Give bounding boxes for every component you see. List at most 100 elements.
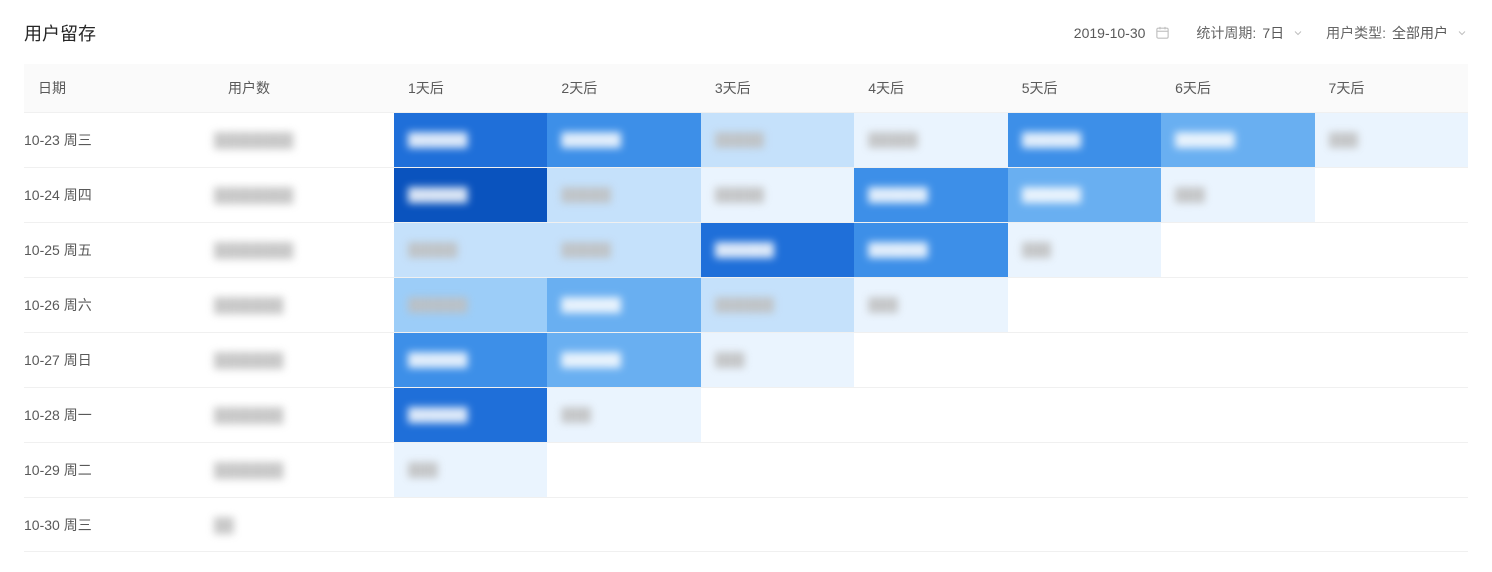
column-header: 6天后 [1161, 64, 1314, 113]
metric-value: ██████ [561, 297, 621, 313]
metric-cell [701, 443, 854, 498]
metric-cell: █████ [701, 168, 854, 223]
metric-value: ███ [1175, 187, 1205, 203]
metric-cell [547, 498, 700, 552]
metric-cell [854, 443, 1007, 498]
metric-cell: ███ [547, 388, 700, 443]
metric-cell [1008, 333, 1161, 388]
metric-value: ██████ [1022, 132, 1082, 148]
metric-cell: █████ [547, 168, 700, 223]
table-body: 10-23 周三████████████████████████████████… [24, 113, 1468, 552]
metric-cell: ██████ [394, 168, 547, 223]
metric-cell [1161, 443, 1314, 498]
date-cell: 10-23 周三 [24, 113, 214, 168]
metric-cell: ██████ [547, 278, 700, 333]
metric-cell: █████ [394, 223, 547, 278]
table-row: 10-29 周二██████████ [24, 443, 1468, 498]
table-row: 10-23 周三████████████████████████████████… [24, 113, 1468, 168]
metric-cell [854, 388, 1007, 443]
users-cell: ███████ [214, 388, 394, 443]
metric-value: █████ [868, 132, 918, 148]
column-header: 用户数 [214, 64, 394, 113]
metric-cell [1315, 333, 1468, 388]
metric-cell: █████ [547, 223, 700, 278]
metric-value: ███ [715, 352, 745, 368]
metric-cell: ██████ [394, 388, 547, 443]
table-row: 10-27 周日██████████████████████ [24, 333, 1468, 388]
metric-cell: ███ [1315, 113, 1468, 168]
users-cell: ███████ [214, 443, 394, 498]
date-picker[interactable]: 2019-10-30 [1070, 23, 1175, 44]
metric-value: ██████ [408, 407, 468, 423]
metric-cell [1161, 278, 1314, 333]
metric-value: ██████ [868, 242, 928, 258]
metric-cell: ██████ [701, 223, 854, 278]
column-header: 5天后 [1008, 64, 1161, 113]
users-cell: ██ [214, 498, 394, 552]
metric-value: █████ [715, 132, 765, 148]
table-row: 10-24 周四████████████████████████████████… [24, 168, 1468, 223]
metric-cell [394, 498, 547, 552]
users-value: ███████ [214, 352, 283, 368]
metric-cell [1315, 278, 1468, 333]
metric-cell: ███ [701, 333, 854, 388]
metric-cell: ███ [1008, 223, 1161, 278]
users-value: ████████ [214, 132, 293, 148]
metric-cell [1161, 223, 1314, 278]
metric-cell [1008, 388, 1161, 443]
column-header: 日期 [24, 64, 214, 113]
metric-value: ██████ [408, 352, 468, 368]
metric-cell: ███ [854, 278, 1007, 333]
metric-value: ███ [561, 407, 591, 423]
metric-cell [854, 498, 1007, 552]
metric-value: █████ [561, 187, 611, 203]
metric-cell [701, 388, 854, 443]
users-value: ███████ [214, 297, 283, 313]
users-cell: ████████ [214, 113, 394, 168]
metric-value: ███ [1022, 242, 1052, 258]
page-header: 用户留存 2019-10-30 统计周期: 7日 [24, 20, 1468, 46]
table-row: 10-30 周三██ [24, 498, 1468, 552]
chevron-down-icon [1292, 27, 1304, 39]
metric-cell: ██████ [1008, 113, 1161, 168]
date-cell: 10-28 周一 [24, 388, 214, 443]
metric-cell [1161, 388, 1314, 443]
metric-value: ███ [868, 297, 898, 313]
column-header: 7天后 [1315, 64, 1468, 113]
metric-cell [1315, 388, 1468, 443]
period-select[interactable]: 统计周期: 7日 [1196, 23, 1304, 43]
metric-value: ██████ [408, 132, 468, 148]
table-row: 10-28 周一████████████████ [24, 388, 1468, 443]
metric-cell: ██████ [547, 333, 700, 388]
column-header: 1天后 [394, 64, 547, 113]
metric-cell [1008, 278, 1161, 333]
metric-cell: ███ [1161, 168, 1314, 223]
user-type-value: 全部用户 [1392, 23, 1448, 43]
metric-value: █████ [715, 187, 765, 203]
users-value: ███████ [214, 462, 283, 478]
date-cell: 10-30 周三 [24, 498, 214, 552]
metric-cell [1008, 443, 1161, 498]
metric-cell: ██████ [394, 278, 547, 333]
metric-cell [854, 333, 1007, 388]
table-row: 10-26 周六████████████████████████████ [24, 278, 1468, 333]
users-cell: ████████ [214, 223, 394, 278]
metric-cell [547, 443, 700, 498]
metric-value: ███ [1329, 132, 1359, 148]
period-value: 7日 [1262, 23, 1284, 43]
table-row: 10-25 周五████████████████████████████████… [24, 223, 1468, 278]
user-type-select[interactable]: 用户类型: 全部用户 [1326, 23, 1468, 43]
metric-value: ██████ [561, 132, 621, 148]
date-value: 2019-10-30 [1074, 25, 1146, 41]
metric-cell: ██████ [1008, 168, 1161, 223]
metric-value: ██████ [561, 352, 621, 368]
table-header-row: 日期用户数1天后2天后3天后4天后5天后6天后7天后 [24, 64, 1468, 113]
metric-value: ███ [408, 462, 438, 478]
metric-cell: █████ [701, 113, 854, 168]
metric-value: █████ [408, 242, 458, 258]
metric-value: ██████ [408, 297, 468, 313]
metric-cell [1315, 498, 1468, 552]
retention-table: 日期用户数1天后2天后3天后4天后5天后6天后7天后 10-23 周三█████… [24, 64, 1468, 552]
metric-cell [1008, 498, 1161, 552]
date-cell: 10-29 周二 [24, 443, 214, 498]
